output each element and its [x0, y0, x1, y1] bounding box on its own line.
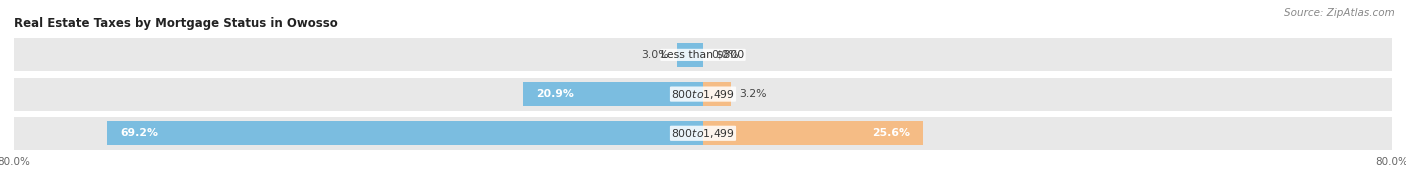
Bar [14, 78, 1392, 111]
Text: 20.9%: 20.9% [536, 89, 574, 99]
Bar [678, 43, 703, 67]
Bar [523, 82, 703, 106]
Bar [14, 117, 1392, 150]
Text: 69.2%: 69.2% [120, 128, 157, 138]
Bar [703, 121, 924, 145]
Bar [107, 121, 703, 145]
Text: Real Estate Taxes by Mortgage Status in Owosso: Real Estate Taxes by Mortgage Status in … [14, 17, 337, 30]
Text: $800 to $1,499: $800 to $1,499 [671, 127, 735, 140]
Text: 3.2%: 3.2% [740, 89, 766, 99]
Text: 3.0%: 3.0% [641, 50, 669, 60]
Text: Less than $800: Less than $800 [661, 50, 745, 60]
Bar [14, 38, 1392, 71]
Bar [703, 82, 731, 106]
Text: 25.6%: 25.6% [873, 128, 911, 138]
Text: 0.0%: 0.0% [711, 50, 740, 60]
Text: $800 to $1,499: $800 to $1,499 [671, 88, 735, 101]
Text: Source: ZipAtlas.com: Source: ZipAtlas.com [1284, 8, 1395, 18]
